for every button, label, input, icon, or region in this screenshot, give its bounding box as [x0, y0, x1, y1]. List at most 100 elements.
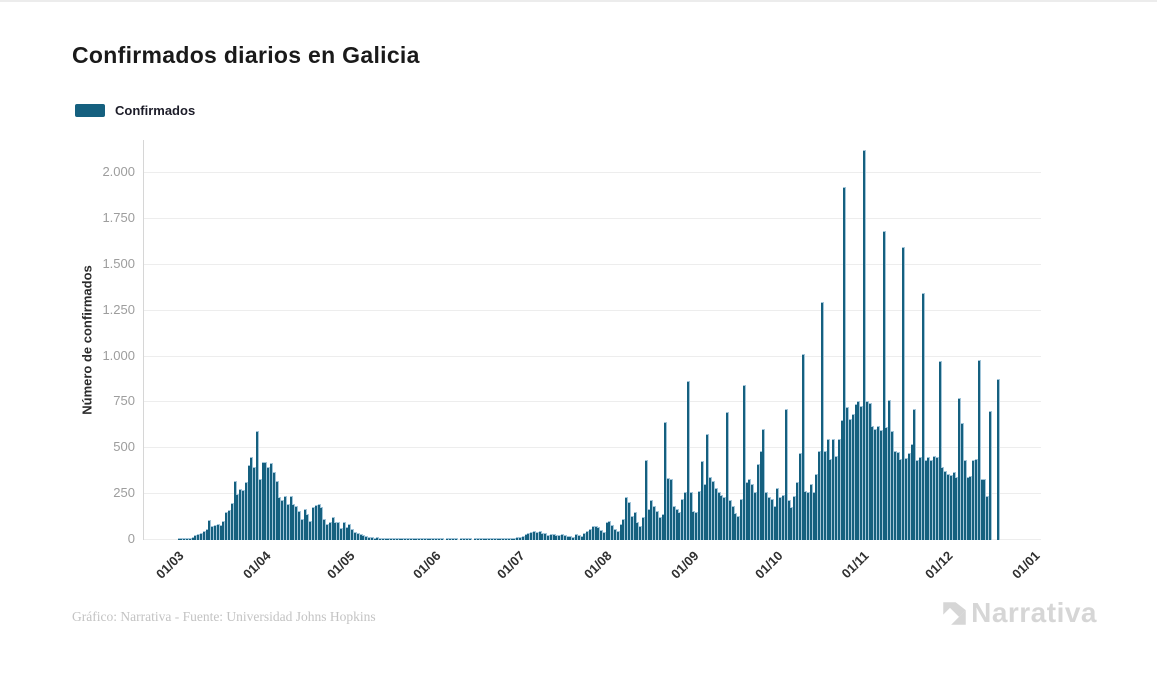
bar-confirmados[interactable] [247, 465, 251, 540]
bar-confirmados[interactable] [311, 507, 315, 540]
bar-confirmados[interactable] [614, 529, 618, 540]
bar-confirmados[interactable] [812, 492, 816, 540]
bar-confirmados[interactable] [944, 471, 948, 540]
bar-confirmados[interactable] [753, 492, 757, 540]
bar-confirmados[interactable] [583, 533, 587, 540]
bar-confirmados[interactable] [317, 504, 321, 540]
bar-confirmados[interactable] [502, 538, 506, 540]
bar-confirmados[interactable] [835, 456, 839, 540]
bar-confirmados[interactable] [365, 536, 369, 540]
bar-confirmados[interactable] [398, 538, 402, 540]
bar-confirmados[interactable] [974, 459, 978, 540]
bar-confirmados[interactable] [460, 538, 464, 540]
bar-confirmados[interactable] [219, 525, 223, 540]
bar-confirmados[interactable] [546, 535, 550, 540]
bar-confirmados[interactable] [695, 512, 699, 540]
bar-confirmados[interactable] [639, 526, 643, 540]
bar-confirmados[interactable] [896, 452, 900, 540]
bar-confirmados[interactable] [549, 534, 553, 540]
bar-confirmados[interactable] [440, 538, 444, 540]
bar-confirmados[interactable] [960, 423, 964, 540]
bar-confirmados[interactable] [228, 510, 232, 540]
bar-confirmados[interactable] [664, 422, 668, 540]
bar-confirmados[interactable] [188, 538, 192, 540]
bar-confirmados[interactable] [499, 538, 503, 540]
bar-confirmados[interactable] [918, 457, 922, 540]
bar-confirmados[interactable] [345, 527, 349, 540]
bar-confirmados[interactable] [893, 451, 897, 540]
bar-confirmados[interactable] [267, 467, 271, 540]
bar-confirmados[interactable] [477, 538, 480, 540]
bar-confirmados[interactable] [625, 497, 629, 540]
bar-confirmados[interactable] [865, 401, 869, 540]
bar-confirmados[interactable] [216, 524, 220, 540]
bar-confirmados[interactable] [611, 525, 615, 540]
bar-confirmados[interactable] [323, 519, 327, 540]
bar-confirmados[interactable] [658, 517, 662, 540]
bar-confirmados[interactable] [966, 477, 970, 540]
bar-confirmados[interactable] [667, 478, 671, 540]
bar-confirmados[interactable] [283, 496, 287, 540]
bar-confirmados[interactable] [913, 409, 917, 540]
bar-confirmados[interactable] [863, 150, 867, 540]
bar-confirmados[interactable] [795, 482, 799, 540]
bar-confirmados[interactable] [239, 489, 243, 540]
bar-confirmados[interactable] [602, 532, 606, 540]
bar-confirmados[interactable] [544, 533, 548, 540]
bar-confirmados[interactable] [409, 538, 413, 540]
bar-confirmados[interactable] [418, 538, 422, 540]
bar-confirmados[interactable] [661, 514, 665, 540]
bar-confirmados[interactable] [723, 497, 727, 540]
bar-confirmados[interactable] [566, 536, 570, 540]
bar-confirmados[interactable] [261, 462, 265, 540]
bar-confirmados[interactable] [373, 538, 377, 540]
bar-confirmados[interactable] [572, 537, 576, 540]
bar-confirmados[interactable] [250, 457, 254, 540]
bar-confirmados[interactable] [818, 451, 822, 540]
bar-confirmados[interactable] [980, 479, 984, 540]
bar-confirmados[interactable] [907, 453, 911, 540]
bar-confirmados[interactable] [256, 431, 260, 540]
bar-confirmados[interactable] [376, 537, 380, 540]
bar-confirmados[interactable] [580, 536, 584, 540]
bar-confirmados[interactable] [558, 535, 562, 540]
bar-confirmados[interactable] [924, 460, 928, 540]
bar-confirmados[interactable] [384, 538, 388, 540]
bar-confirmados[interactable] [334, 522, 338, 540]
bar-confirmados[interactable] [490, 538, 494, 540]
bar-confirmados[interactable] [840, 420, 844, 540]
bar-confirmados[interactable] [552, 534, 556, 540]
bar-confirmados[interactable] [675, 509, 679, 540]
bar-confirmados[interactable] [773, 506, 777, 540]
bar-confirmados[interactable] [935, 457, 939, 540]
bar-confirmados[interactable] [703, 484, 707, 540]
bar-confirmados[interactable] [700, 461, 704, 540]
bar-confirmados[interactable] [197, 534, 201, 540]
bar-confirmados[interactable] [309, 521, 313, 540]
bar-confirmados[interactable] [952, 472, 956, 540]
bar-confirmados[interactable] [242, 490, 246, 540]
bar-confirmados[interactable] [851, 414, 855, 540]
bar-confirmados[interactable] [681, 499, 685, 540]
bar-confirmados[interactable] [829, 459, 833, 540]
bar-confirmados[interactable] [289, 496, 293, 540]
bar-confirmados[interactable] [963, 460, 967, 540]
bar-confirmados[interactable] [370, 537, 374, 540]
bar-confirmados[interactable] [698, 491, 701, 540]
bar-confirmados[interactable] [521, 536, 525, 540]
bar-confirmados[interactable] [644, 460, 648, 540]
bar-confirmados[interactable] [177, 538, 181, 540]
bar-confirmados[interactable] [513, 538, 517, 540]
bar-confirmados[interactable] [742, 385, 746, 540]
bar-confirmados[interactable] [194, 535, 198, 540]
bar-confirmados[interactable] [801, 354, 805, 540]
bar-confirmados[interactable] [225, 512, 229, 540]
bar-confirmados[interactable] [767, 497, 771, 540]
bar-confirmados[interactable] [709, 477, 713, 540]
bar-confirmados[interactable] [297, 511, 301, 540]
bar-confirmados[interactable] [745, 482, 749, 540]
bar-confirmados[interactable] [653, 506, 657, 540]
bar-confirmados[interactable] [281, 500, 285, 540]
bar-confirmados[interactable] [407, 538, 411, 540]
bar-confirmados[interactable] [356, 533, 360, 540]
